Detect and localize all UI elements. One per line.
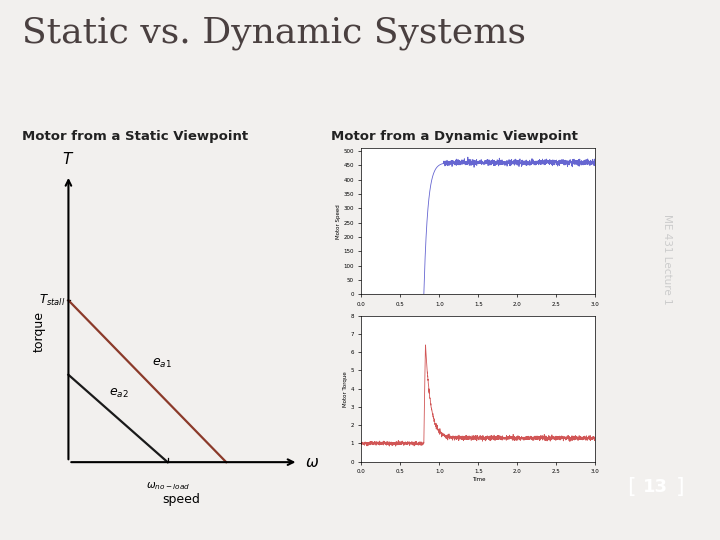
Text: ]: ] xyxy=(675,477,684,497)
Text: Static vs. Dynamic Systems: Static vs. Dynamic Systems xyxy=(22,16,526,50)
Text: $\omega_{no-load}$: $\omega_{no-load}$ xyxy=(145,481,189,492)
Text: Motor from a Static Viewpoint: Motor from a Static Viewpoint xyxy=(22,130,248,143)
Text: Motor from a Dynamic Viewpoint: Motor from a Dynamic Viewpoint xyxy=(331,130,578,143)
Text: torque: torque xyxy=(32,311,45,352)
Text: $e_{a2}$: $e_{a2}$ xyxy=(109,387,129,400)
Text: speed: speed xyxy=(162,494,200,507)
Text: $e_{a1}$: $e_{a1}$ xyxy=(152,357,171,370)
Text: [: [ xyxy=(627,477,636,497)
Y-axis label: Motor Speed: Motor Speed xyxy=(336,204,341,239)
Text: $\omega$: $\omega$ xyxy=(305,455,319,470)
Text: $T$: $T$ xyxy=(62,151,75,167)
Y-axis label: Motor Torque: Motor Torque xyxy=(343,371,348,407)
Text: $T_{stall}$: $T_{stall}$ xyxy=(39,293,65,308)
Text: 13: 13 xyxy=(643,478,667,496)
Text: ME 431 Lecture 1: ME 431 Lecture 1 xyxy=(662,214,672,305)
X-axis label: Time: Time xyxy=(472,477,485,482)
